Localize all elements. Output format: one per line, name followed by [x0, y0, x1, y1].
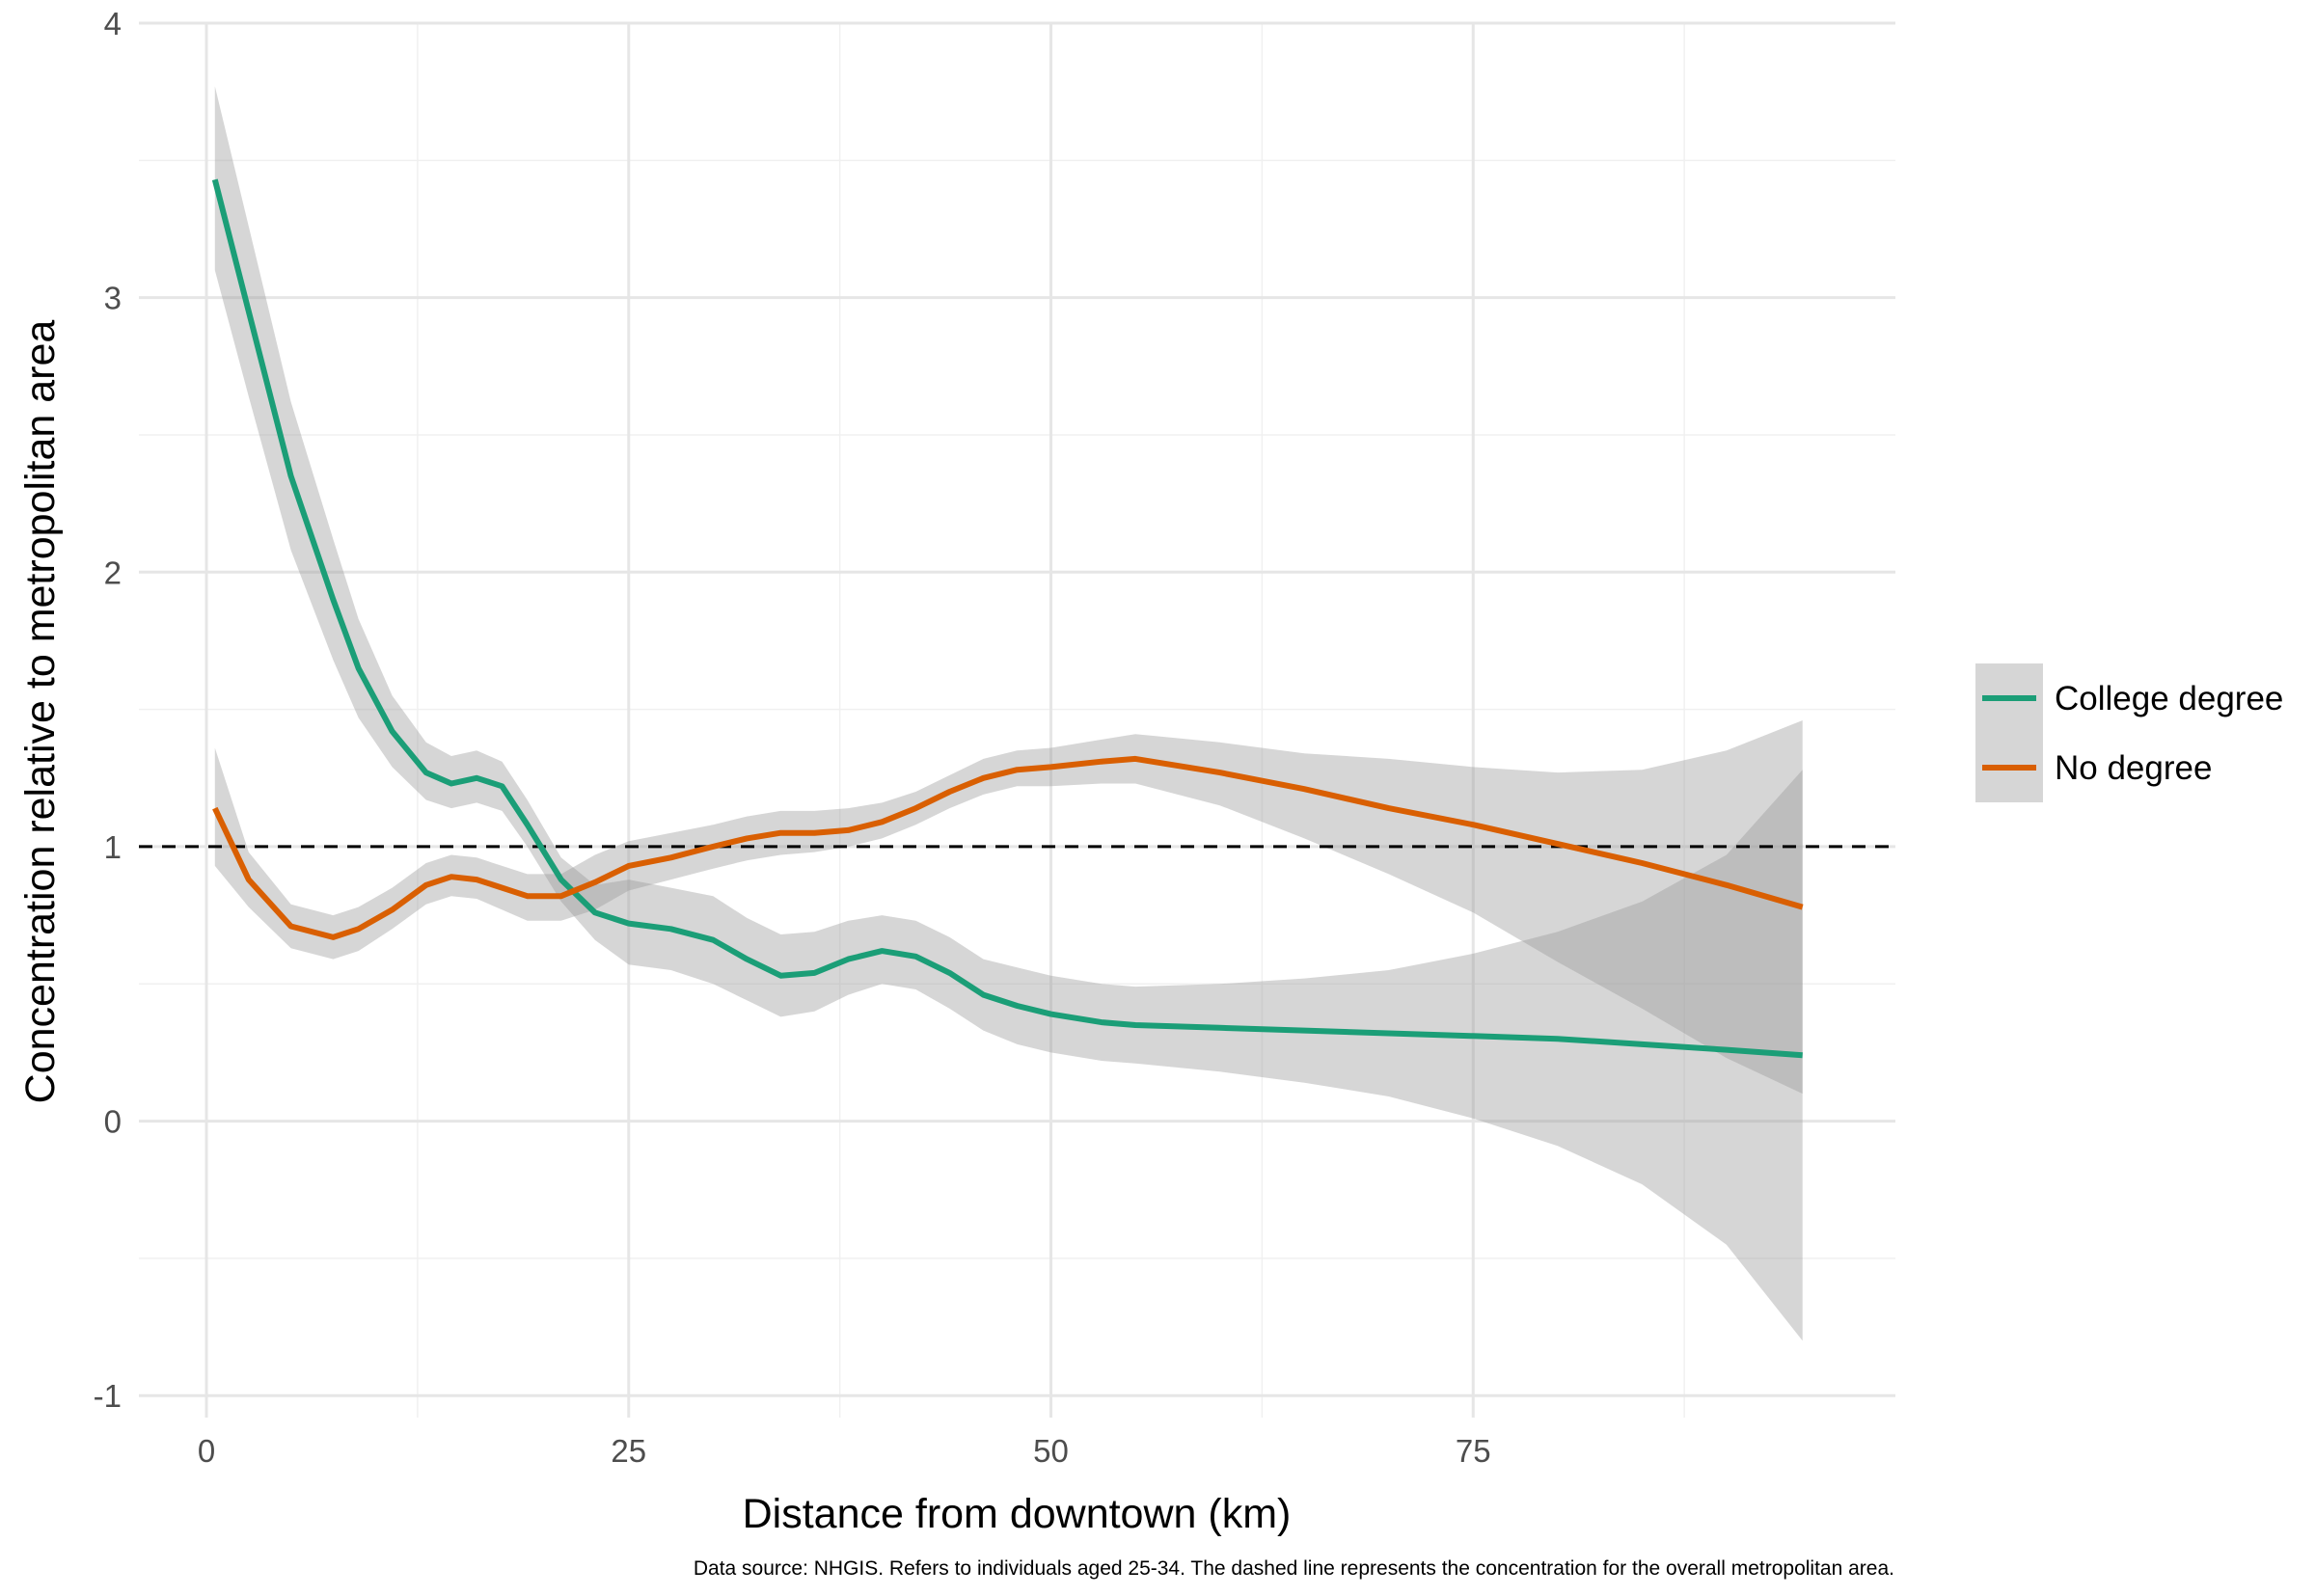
grid-minor — [139, 23, 1895, 1418]
y-tick-label: -1 — [94, 1378, 122, 1414]
x-tick-label: 50 — [1033, 1433, 1069, 1469]
x-tick-label: 75 — [1456, 1433, 1491, 1469]
grid-major — [139, 21, 1895, 1418]
legend: College degree No degree — [1975, 663, 2283, 802]
y-tick-label: 3 — [104, 281, 122, 316]
y-tick-label: 2 — [104, 555, 122, 590]
x-tick-label: 0 — [198, 1433, 215, 1469]
confidence-band-college-degree — [214, 86, 1803, 1341]
y-axis-ticks: -1 0 1 2 3 4 — [94, 6, 122, 1414]
x-axis-ticks: 0 25 50 75 — [198, 1433, 1491, 1469]
legend-label: No degree — [2055, 749, 2212, 787]
x-axis-title: Distance from downtown (km) — [743, 1491, 1292, 1537]
y-tick-label: 0 — [104, 1104, 122, 1140]
y-axis-title: Concentration relative to metropolitan a… — [17, 320, 64, 1104]
series-line-no-degree — [212, 755, 1804, 940]
y-tick-label: 1 — [104, 829, 122, 865]
x-tick-label: 25 — [611, 1433, 646, 1469]
y-tick-label: 4 — [104, 6, 122, 41]
series-lines — [211, 178, 1804, 1059]
legend-label: College degree — [2055, 680, 2283, 717]
series-line-college-degree — [211, 178, 1803, 1059]
confidence-bands — [214, 86, 1803, 1341]
caption: Data source: NHGIS. Refers to individual… — [694, 1557, 1894, 1580]
